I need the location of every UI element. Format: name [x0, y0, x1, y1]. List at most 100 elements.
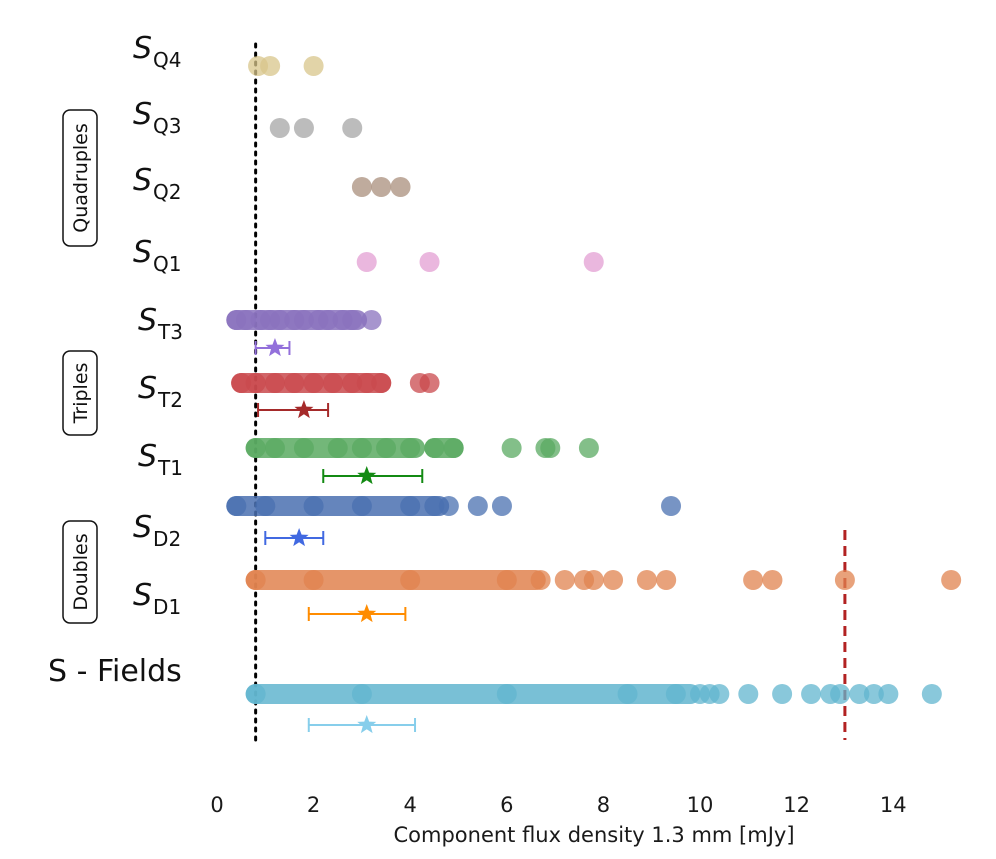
- row-label-d2: SD2: [133, 510, 181, 551]
- summary-t2: [257, 400, 330, 419]
- star-marker-t2: [294, 400, 314, 419]
- point-d2: [226, 496, 247, 516]
- point-d2: [438, 496, 459, 516]
- x-tick-label: 10: [687, 793, 714, 817]
- group-triples: Triples: [62, 350, 98, 436]
- group-box: [62, 520, 98, 624]
- row-label-q2: SQ2: [133, 163, 182, 204]
- row-label-q1: SQ1: [133, 235, 182, 276]
- row-label-t2: ST2: [138, 371, 183, 412]
- row-label-d1: SD1: [133, 578, 181, 619]
- point-d1: [400, 570, 421, 590]
- point-d2: [661, 496, 682, 516]
- point-fields: [496, 684, 517, 704]
- row-label-main: S: [133, 163, 152, 198]
- row-label-fields: S - Fields: [48, 654, 182, 689]
- point-d1: [496, 570, 517, 590]
- point-t3: [342, 310, 363, 330]
- summary-t3: [254, 338, 291, 357]
- star-marker-t3: [265, 338, 285, 357]
- point-d2: [351, 496, 372, 516]
- point-d2: [303, 496, 324, 516]
- point-q3: [269, 118, 290, 138]
- point-t2: [322, 373, 343, 393]
- point-d1: [636, 570, 657, 590]
- point-d1: [303, 570, 324, 590]
- point-t1: [400, 438, 421, 458]
- point-q2: [390, 177, 411, 197]
- group-box: [62, 350, 98, 436]
- star-marker-fields: [357, 715, 377, 734]
- point-t1: [540, 438, 561, 458]
- series-q3: [269, 118, 363, 138]
- group-label-text: Quadruples: [70, 123, 92, 232]
- x-tick-label: 12: [783, 793, 810, 817]
- point-t3: [318, 310, 339, 330]
- row-label-sub: D2: [153, 527, 181, 551]
- point-d1: [941, 570, 962, 590]
- row-label-sub: Q4: [153, 48, 181, 72]
- point-d1: [245, 570, 266, 590]
- dense-band-d2: [226, 496, 450, 516]
- summary-t1: [322, 466, 424, 485]
- group-label-text: Triples: [70, 363, 92, 425]
- point-fields: [738, 684, 759, 704]
- point-q1: [356, 252, 377, 272]
- group-box: [62, 109, 98, 247]
- point-d2: [424, 496, 445, 516]
- point-fields: [665, 684, 686, 704]
- series-fields: [245, 684, 942, 704]
- x-tick-label: 6: [500, 793, 513, 817]
- point-t2: [342, 373, 363, 393]
- point-fields: [830, 684, 851, 704]
- point-d1: [743, 570, 764, 590]
- star-marker-t1: [357, 466, 377, 485]
- summary-d1: [307, 604, 407, 623]
- point-q3: [342, 118, 363, 138]
- point-t2: [419, 373, 440, 393]
- row-label-main: S: [133, 97, 152, 132]
- point-fields: [772, 684, 793, 704]
- row-label-main: S: [133, 578, 152, 613]
- reference-lines: [254, 42, 847, 742]
- point-d1: [603, 570, 624, 590]
- point-d2: [491, 496, 512, 516]
- point-t1: [245, 438, 266, 458]
- point-t1: [443, 438, 464, 458]
- series-q4: [248, 56, 324, 76]
- point-t2: [245, 373, 266, 393]
- series-t1: [245, 438, 599, 458]
- point-t2: [303, 373, 324, 393]
- point-d2: [400, 496, 421, 516]
- row-label-main: S: [133, 31, 152, 66]
- point-q1: [419, 252, 440, 272]
- row-label-sub: T2: [157, 388, 183, 412]
- row-label-q4: SQ4: [133, 31, 182, 72]
- point-q3: [293, 118, 314, 138]
- point-t3: [361, 310, 382, 330]
- data-points: [226, 56, 962, 704]
- row-label-main: S: [138, 303, 157, 338]
- row-label-main: S: [138, 371, 157, 406]
- x-tick-label: 8: [597, 793, 610, 817]
- series-t2: [231, 373, 440, 393]
- summary-fields: [307, 715, 417, 734]
- point-t3: [269, 310, 290, 330]
- star-marker-d1: [357, 604, 377, 623]
- row-label-main: S: [138, 439, 157, 474]
- series-q2: [351, 177, 411, 197]
- point-t1: [264, 438, 285, 458]
- point-t3: [293, 310, 314, 330]
- point-q2: [371, 177, 392, 197]
- row-label-t1: ST1: [138, 439, 183, 480]
- row-label-sub: Q1: [153, 252, 181, 276]
- point-t2: [356, 373, 377, 393]
- point-t1: [293, 438, 314, 458]
- point-fields: [709, 684, 730, 704]
- row-label-sub: T3: [157, 320, 183, 344]
- point-t1: [501, 438, 522, 458]
- point-t1: [327, 438, 348, 458]
- row-label-main: S: [133, 235, 152, 270]
- group-doubles: Doubles: [62, 520, 98, 624]
